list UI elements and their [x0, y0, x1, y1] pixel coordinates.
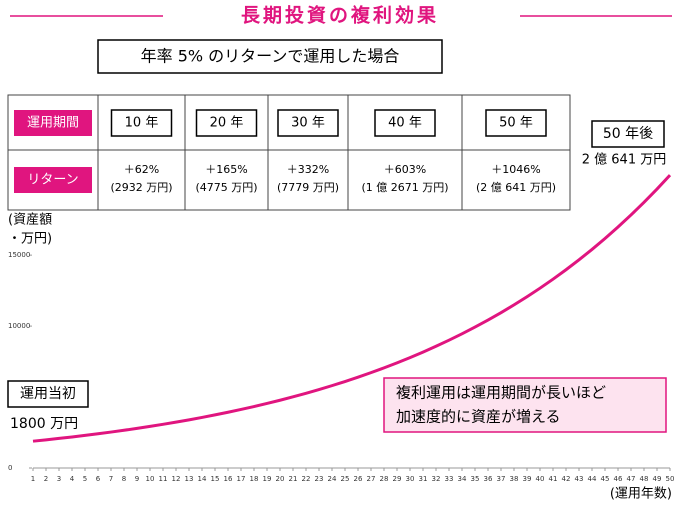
- x-tick-label: 11: [159, 475, 168, 483]
- period: 50 年: [499, 116, 533, 131]
- amount: (2 億 641 万円): [476, 181, 556, 194]
- x-tick-label: 42: [562, 475, 571, 483]
- x-tick-label: 1: [31, 475, 35, 483]
- x-tick-label: 44: [588, 475, 597, 483]
- x-tick-label: 41: [549, 475, 558, 483]
- x-tick-label: 40: [536, 475, 545, 483]
- amount: (1 億 2671 万円): [361, 181, 448, 194]
- x-tick-label: 24: [328, 475, 337, 483]
- x-tick-label: 34: [458, 475, 467, 483]
- x-tick-label: 18: [250, 475, 259, 483]
- x-tick-label: 5: [83, 475, 87, 483]
- end-box: [591, 120, 665, 148]
- x-tick-label: 20: [276, 475, 285, 483]
- note: 加速度的に資産が増える: [396, 408, 561, 426]
- start-value: 1800 万円: [10, 416, 78, 432]
- period: 20 年: [210, 116, 244, 131]
- note-box: [383, 377, 667, 433]
- period-box: [485, 109, 547, 137]
- y-tick-label: 10000: [8, 322, 30, 330]
- x-tick-label: 50: [666, 475, 675, 483]
- x-tick-label: 37: [497, 475, 506, 483]
- x-tick-label: 9: [135, 475, 139, 483]
- chart-title: 長期投資の複利効果: [241, 4, 439, 27]
- return: ＋62%: [124, 163, 159, 176]
- return: ＋332%: [287, 163, 329, 176]
- x-tick-label: 8: [122, 475, 126, 483]
- x-tick-label: 15: [211, 475, 220, 483]
- x-tick-label: 10: [146, 475, 155, 483]
- x-tick-label: 33: [445, 475, 454, 483]
- x-tick-label: 28: [380, 475, 389, 483]
- y-tick-label: 15000: [8, 251, 30, 259]
- x-tick-label: 23: [315, 475, 324, 483]
- period: 40 年: [388, 116, 422, 131]
- x-tick-label: 3: [57, 475, 61, 483]
- return: ＋1046%: [491, 163, 540, 176]
- x-tick-label: 6: [96, 475, 101, 483]
- row-header-box: [14, 110, 92, 136]
- note: 複利運用は運用期間が長いほど: [396, 384, 606, 402]
- row-header-box: [14, 167, 92, 193]
- period: 30 年: [291, 116, 325, 131]
- row-header: 運用期間: [27, 116, 79, 131]
- end-title: 50 年後: [603, 126, 653, 142]
- amount: (4775 万円): [195, 181, 257, 194]
- start-title: 運用当初: [20, 385, 76, 402]
- return: ＋165%: [205, 163, 247, 176]
- start-box: [7, 380, 89, 408]
- x-tick-label: 32: [432, 475, 441, 483]
- x-tick-label: 29: [393, 475, 402, 483]
- subtitle-box: [97, 39, 443, 74]
- line: [32, 174, 672, 443]
- x-tick-label: 25: [341, 475, 350, 483]
- x-tick-label: 27: [367, 475, 376, 483]
- x-tick-label: 16: [224, 475, 233, 483]
- x-tick-label: 49: [653, 475, 662, 483]
- x-tick-label: 12: [172, 475, 181, 483]
- x-tick-label: 35: [471, 475, 480, 483]
- x-tick-label: 2: [44, 475, 48, 483]
- period-box: [195, 109, 258, 137]
- x-tick-label: 21: [289, 475, 298, 483]
- x-tick-label: 30: [406, 475, 415, 483]
- return: ＋603%: [384, 163, 426, 176]
- x-tick-label: 46: [614, 475, 623, 483]
- x-tick-label: 22: [302, 475, 311, 483]
- x-tick-label: 48: [640, 475, 649, 483]
- x-tick-label: 4: [70, 475, 75, 483]
- x-tick-label: 26: [354, 475, 363, 483]
- period-box: [277, 109, 339, 137]
- end-value: 2 億 641 万円: [582, 152, 666, 168]
- y-axis-label: (資産額: [8, 212, 52, 228]
- period-box: [374, 109, 436, 137]
- x-tick-label: 36: [484, 475, 493, 483]
- period-box: [110, 109, 173, 137]
- y-axis-label: ・万円): [8, 232, 52, 247]
- x-tick-label: 38: [510, 475, 519, 483]
- subtitle: 年率 5% のリターンで運用した場合: [141, 47, 400, 66]
- x-tick-label: 31: [419, 475, 428, 483]
- x-tick-label: 14: [198, 475, 207, 483]
- x-axis-label: (運用年数): [610, 487, 672, 502]
- row-header: リターン: [27, 173, 78, 188]
- x-tick-label: 43: [575, 475, 584, 483]
- amount: (2932 万円): [110, 181, 172, 194]
- amount: (7779 万円): [277, 181, 339, 194]
- x-tick-label: 13: [185, 475, 194, 483]
- x-tick-label: 47: [627, 475, 636, 483]
- x-tick-label: 19: [263, 475, 272, 483]
- x-tick-label: 39: [523, 475, 532, 483]
- y-tick-label: 0: [8, 464, 12, 472]
- period: 10 年: [125, 116, 159, 131]
- x-tick-label: 45: [601, 475, 610, 483]
- x-tick-label: 7: [109, 475, 113, 483]
- x-tick-label: 17: [237, 475, 246, 483]
